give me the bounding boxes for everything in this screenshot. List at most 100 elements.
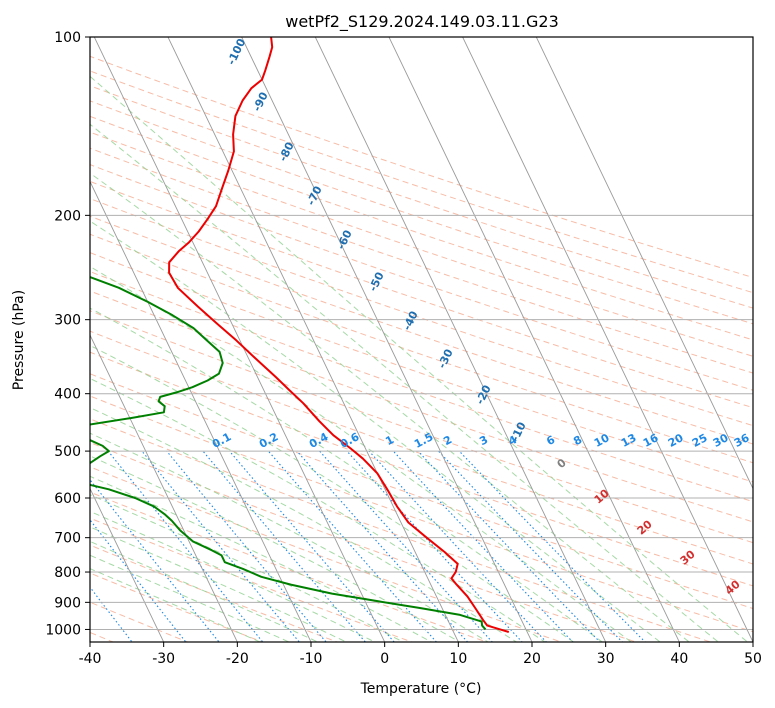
dry-adiabat-line [90,147,753,374]
dry-adiabat-line [0,24,66,654]
x-tick-label: 40 [670,651,688,667]
mixing-ratio-label: 25 [690,431,710,450]
dry-adiabat-line [90,100,753,325]
isotherm-line [535,37,753,490]
moist-adiabat-line [90,540,319,642]
moist-adiabat-line [90,220,661,642]
mixing-ratio-line [438,450,624,642]
moist-adiabat-label: 20 [635,517,655,537]
moist-adiabat-line [90,568,262,642]
dry-adiabat-line [90,441,638,642]
moist-adiabat-line [90,172,690,642]
mixing-ratio-line [319,450,494,642]
isotherm-line [167,37,459,642]
isotherm-line [93,37,386,642]
moist-adiabat-label: 40 [723,577,743,597]
dry-adiabat-line [90,418,713,642]
mixing-ratio-label: 0.1 [210,430,233,451]
x-tick-label: -40 [79,651,102,667]
x-tick-label: 20 [523,651,541,667]
isotherm-label: -60 [334,228,354,252]
dry-adiabat-line [90,252,753,483]
moist-adiabat-line [90,307,604,642]
mixing-ratio-line [141,450,300,642]
mixing-ratio-label: 16 [641,431,661,450]
moist-adiabat-line [90,432,490,642]
x-tick-label: -10 [300,651,323,667]
mixing-ratio-label: 36 [732,431,752,450]
mixing-ratio-label: 30 [711,431,731,450]
isotherm-line [90,180,312,642]
dry-adiabat-line [90,85,753,309]
dry-adiabat-line [90,517,414,642]
moist-adiabat-line [90,475,433,642]
isotherm-label: -50 [366,270,386,294]
dry-adiabat-line [90,395,753,633]
moist-adiabat-label: 0 [555,456,569,471]
moist-adiabat-line [90,554,291,642]
isotherm-line [90,487,165,642]
mixing-ratio-label: 1 [383,433,396,448]
moist-adiabat-label: 10 [592,486,612,506]
isotherm-label: -90 [250,90,270,114]
x-tick-label: 10 [449,651,467,667]
x-tick-label: 0 [380,651,389,667]
mixing-ratio-label: 20 [666,431,686,450]
dry-adiabat-line [90,55,753,279]
dry-adiabat-line [90,164,753,391]
dry-adiabat-line [90,215,753,445]
dry-adiabat-line [90,601,190,642]
y-tick-label: 400 [54,387,81,403]
isotherm-line [314,37,607,642]
y-tick-label: 100 [54,30,81,46]
isotherm-label: -80 [276,140,296,164]
y-tick-label: 300 [54,313,81,329]
dry-adiabat-line [90,180,753,409]
dry-adiabat-line [90,373,753,610]
y-tick-label: 1000 [45,622,81,638]
background-lines [0,24,753,654]
mixing-ratio-label: 10 [592,431,612,450]
y-tick-label: 800 [54,565,81,581]
x-tick-label: -20 [226,651,249,667]
y-tick-label: 900 [54,595,81,611]
moist-adiabat-line [90,377,546,642]
chart-title: wetPf2_S129.2024.149.03.11.G23 [285,12,559,32]
dry-adiabat-line [90,572,264,642]
dry-adiabat-line [90,310,753,544]
temperature-profile-line [168,37,510,633]
dry-adiabat-line [90,131,753,357]
dry-adiabat-line [90,491,489,642]
isotherm-line [388,37,680,642]
dry-adiabat-line [90,115,753,341]
y-tick-label: 700 [54,531,81,547]
isotherm-label: -100 [225,36,249,67]
series-layer [90,37,510,633]
dry-adiabat-line [90,271,753,503]
mixing-ratio-label: 3 [477,433,490,448]
line-labels: -100-90-80-70-60-50-40-30-20-100.1 0.2 0.4… [210,36,752,597]
x-axis-title: Temperature (°C) [360,681,482,697]
dry-adiabat-line [90,544,339,642]
dry-adiabat-line [90,351,753,587]
mixing-ratio-label: 0.4 [307,430,331,451]
mixing-ratio-line [267,450,438,642]
isotherm-line [462,37,753,642]
axis-ticks: -40 -30 -20 -10 0 10 20 30 40 5010009008007006005… [45,30,762,667]
mixing-ratio-label: 6 [544,433,557,448]
dry-adiabat-line [90,290,753,523]
isotherm-label: -30 [435,347,455,371]
dry-adiabat-line [90,70,753,294]
isotherm-line [241,37,533,642]
mixing-ratio-label: 13 [619,431,639,450]
x-tick-label: 50 [744,651,762,667]
y-axis-title: Pressure (hPa) [11,290,27,390]
moist-adiabat-label: 30 [678,547,698,567]
moist-adiabat-line [90,123,720,642]
y-tick-label: 500 [54,444,81,460]
mixing-ratio-line [296,450,469,642]
y-tick-label: 600 [54,491,81,507]
isotherm-line [90,334,238,642]
